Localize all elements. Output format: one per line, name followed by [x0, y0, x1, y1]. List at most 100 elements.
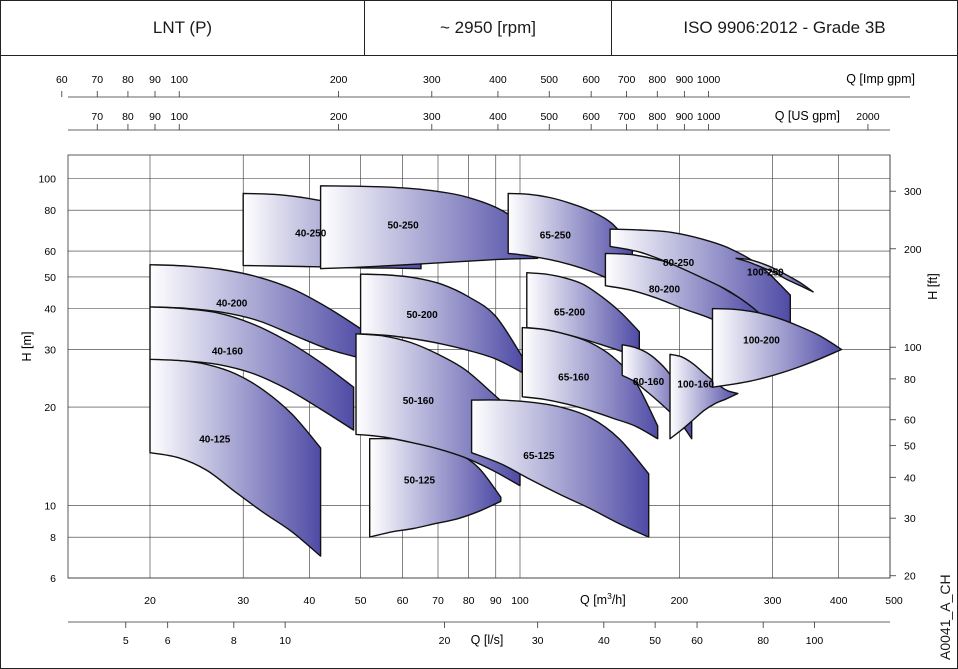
ft-axis-label: H [ft] [926, 273, 940, 299]
us-gpm-tick-label: 90 [149, 111, 161, 123]
ft-tick-label: 40 [904, 472, 916, 484]
ft-tick-label: 50 [904, 441, 916, 453]
ls-tick-label: 100 [806, 635, 824, 647]
ls-tick-label: 40 [598, 635, 610, 647]
ft-tick-label: 300 [904, 186, 922, 198]
us-gpm-tick-label: 600 [582, 111, 600, 123]
x-tick-label: 50 [355, 595, 367, 607]
curve-area [711, 307, 843, 388]
y-tick-label: 80 [44, 205, 56, 217]
y-axis-label: H [m] [20, 332, 34, 362]
imp-gpm-tick-label: 600 [582, 74, 600, 86]
curve-label: 100-160 [677, 379, 714, 390]
curve-area [735, 257, 814, 293]
curve-label: 40-125 [199, 435, 231, 446]
ls-tick-label: 80 [757, 635, 769, 647]
x-tick-label: 70 [432, 595, 444, 607]
x-tick-label: 30 [237, 595, 249, 607]
us-gpm-tick-label: 800 [649, 111, 667, 123]
x-tick-label: 400 [830, 595, 848, 607]
x-tick-label: 20 [144, 595, 156, 607]
y-tick-label: 20 [44, 402, 56, 414]
curve-label: 50-250 [388, 220, 420, 231]
imp-gpm-tick-label: 60 [56, 74, 68, 86]
curve-label: 40-200 [216, 298, 248, 309]
curve-label: 65-200 [554, 307, 586, 318]
x-tick-label: 500 [885, 595, 903, 607]
ls-tick-label: 50 [649, 635, 661, 647]
imp-gpm-tick-label: 300 [423, 74, 441, 86]
x-tick-label: 40 [304, 595, 316, 607]
curve-label: 80-160 [633, 377, 665, 388]
us-gpm-tick-label: 100 [170, 111, 188, 123]
us-gpm-tick-label: 700 [618, 111, 636, 123]
ls-tick-label: 6 [165, 635, 171, 647]
curve-label: 65-125 [523, 451, 555, 462]
us-gpm-tick-label: 300 [423, 111, 441, 123]
ls-tick-label: 8 [231, 635, 237, 647]
us-gpm-tick-label: 900 [676, 111, 694, 123]
x-tick-label: 200 [671, 595, 689, 607]
curve-label: 50-200 [407, 310, 439, 321]
us-gpm-tick-label: 70 [91, 111, 103, 123]
x-tick-label: 80 [463, 595, 475, 607]
x-tick-label: 90 [490, 595, 502, 607]
curve-area [669, 353, 739, 440]
axes: 20 30 40 50 60 70 80 90 100 200 300 400 500 6 8 10 20 30 4… [20, 72, 940, 647]
imp-gpm-tick-label: 200 [330, 74, 348, 86]
y-tick-label: 8 [50, 532, 56, 544]
curve-label: 50-160 [403, 396, 435, 407]
ft-tick-label: 30 [904, 513, 916, 525]
imp-gpm-tick-label: 1000 [697, 74, 721, 86]
header-tolerance: ISO 9906:2012 - Grade 3B [611, 0, 958, 56]
curve-area [470, 399, 650, 538]
y-tick-label: 60 [44, 246, 56, 258]
ft-tick-label: 80 [904, 374, 916, 386]
imp-gpm-tick-label: 80 [122, 74, 134, 86]
ls-axis-label: Q [l/s] [471, 633, 504, 647]
curve-label: 65-250 [540, 230, 572, 241]
y-tick-label: 50 [44, 272, 56, 284]
us-gpm-tick-label: 500 [540, 111, 558, 123]
header-series: LNT (P) [0, 0, 365, 56]
y-tick-label: 30 [44, 344, 56, 356]
imp-gpm-tick-label: 700 [618, 74, 636, 86]
y-tick-label: 40 [44, 304, 56, 316]
us-gpm-tick-label: 2000 [856, 111, 880, 123]
us-gpm-tick-label: 80 [122, 111, 134, 123]
y-tick-label: 100 [38, 174, 56, 186]
ls-tick-label: 20 [439, 635, 451, 647]
curve-label: 100-200 [743, 336, 780, 347]
imp-gpm-axis-label: Q [Imp gpm] [846, 72, 915, 86]
us-gpm-axis-label: Q [US gpm] [775, 109, 840, 123]
curve-areas [149, 185, 843, 557]
ft-tick-label: 100 [904, 342, 922, 354]
imp-gpm-tick-label: 800 [649, 74, 667, 86]
us-gpm-tick-label: 400 [489, 111, 507, 123]
y-tick-label: 10 [44, 500, 56, 512]
curve-labels: 40-125 40-160 40-200 40-250 50-125 50-160 50-2… [199, 220, 784, 486]
ls-tick-label: 30 [532, 635, 544, 647]
us-gpm-tick-label: 1000 [697, 111, 721, 123]
figure-id: A0041_A_CH [937, 574, 953, 660]
x-axis-label: Q [m3/h] [580, 591, 626, 607]
ft-tick-label: 20 [904, 571, 916, 583]
curve-label: 80-200 [649, 285, 681, 296]
imp-gpm-tick-label: 90 [149, 74, 161, 86]
curve-area [149, 358, 322, 557]
ft-tick-label: 60 [904, 415, 916, 427]
ft-tick-label: 200 [904, 244, 922, 256]
x-tick-label: 300 [764, 595, 782, 607]
y-tick-label: 6 [50, 573, 56, 585]
curve-area [319, 185, 539, 270]
us-gpm-tick-label: 200 [330, 111, 348, 123]
imp-gpm-tick-label: 900 [676, 74, 694, 86]
x-tick-label: 60 [397, 595, 409, 607]
curve-label: 100-250 [747, 268, 784, 279]
x-tick-label: 100 [511, 595, 529, 607]
curve-label: 50-125 [404, 476, 436, 487]
ls-tick-label: 60 [691, 635, 703, 647]
curve-label: 40-250 [295, 229, 327, 240]
